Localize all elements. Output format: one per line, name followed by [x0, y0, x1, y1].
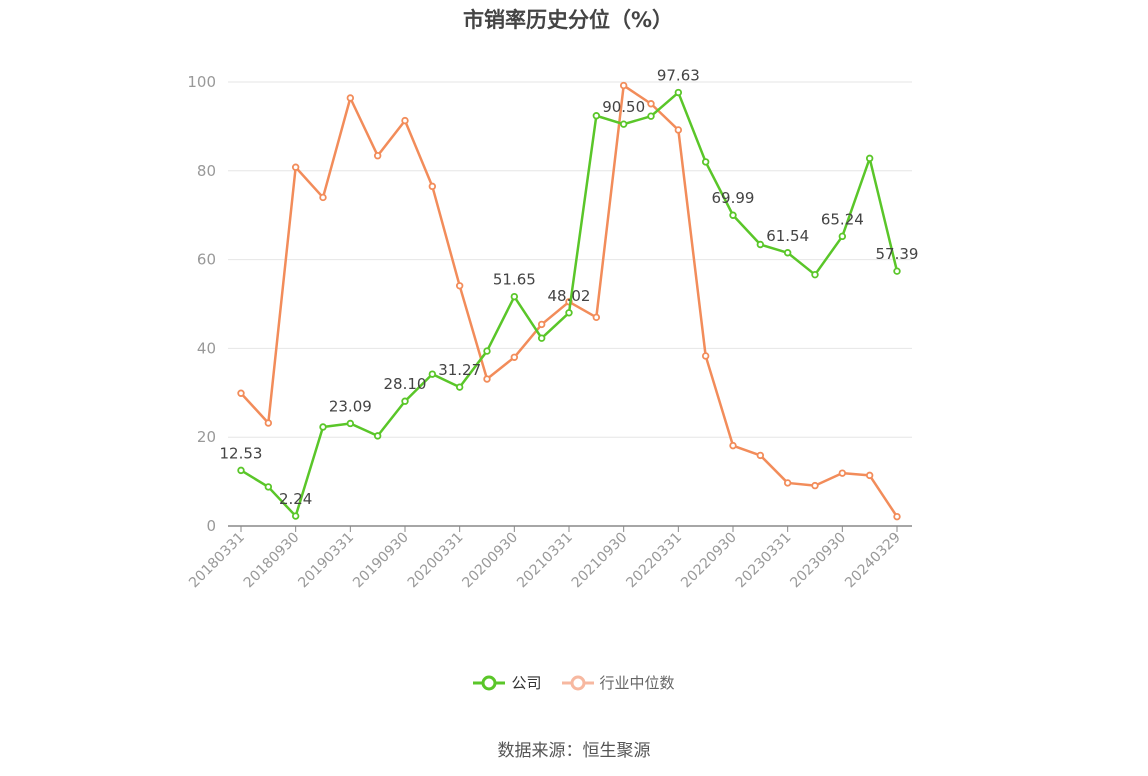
company-point [838, 232, 847, 241]
x-tick-label: 20230930 [787, 530, 849, 592]
company-point [647, 112, 655, 120]
x-tick-label: 20220331 [623, 530, 685, 592]
data-label: 48.02 [548, 287, 591, 305]
legend-industry-icon [561, 675, 594, 690]
y-tick-label: 20 [197, 428, 216, 446]
y-tick-label: 80 [197, 162, 216, 180]
industry-point [428, 182, 437, 191]
x-tick-label: 20190331 [295, 530, 357, 592]
x-tick-label: 20200930 [459, 530, 521, 592]
industry-point [838, 469, 847, 477]
line-chart: 0 20 40 60 80 100 2018033120180930201903312019… [186, 67, 919, 592]
industry-point [783, 479, 792, 487]
company-point [783, 249, 792, 257]
data-label: 90.50 [602, 98, 645, 116]
x-tick-label: 20180930 [241, 530, 303, 592]
x-tick-label: 20210930 [569, 530, 631, 592]
industry-point [264, 419, 273, 427]
y-tick-label: 60 [197, 251, 216, 269]
x-tick-label: 20220930 [678, 530, 740, 592]
industry-point [701, 352, 710, 360]
data-labels: 12.53 2.24 23.09 28.10 31.27 51.65 48.02 90.50 9… [220, 67, 919, 509]
industry-point [647, 100, 655, 108]
industry-point [346, 94, 355, 102]
company-point [729, 211, 737, 219]
series [237, 81, 901, 521]
data-label: 31.27 [438, 361, 481, 379]
company-point [893, 267, 901, 275]
industry-point [893, 512, 901, 521]
company-point [811, 270, 819, 279]
data-label: 12.53 [220, 444, 263, 462]
industry-point [483, 375, 491, 383]
industry-point [865, 471, 874, 480]
industry-point [729, 441, 737, 450]
x-tick-label: 20180331 [186, 530, 248, 592]
company-point [319, 423, 327, 431]
y-tick-label: 40 [197, 339, 216, 357]
company-point [483, 347, 491, 355]
industry-point [756, 451, 765, 460]
industry-point [401, 116, 409, 125]
x-tick-label: 20210331 [514, 530, 576, 592]
data-label: 28.10 [384, 375, 427, 393]
data-label: 61.54 [766, 227, 809, 245]
y-tick-label: 100 [187, 73, 216, 91]
data-label: 51.65 [493, 271, 536, 289]
legend: 公司 行业中位数 [0, 672, 1148, 693]
industry-point [237, 389, 245, 397]
x-tick-label: 20190930 [350, 530, 412, 592]
company-point [291, 512, 300, 520]
industry-point [674, 126, 683, 134]
company-point [373, 432, 382, 440]
company-point [510, 292, 519, 301]
data-label: 2.24 [279, 490, 312, 508]
industry-point [455, 282, 464, 290]
data-label: 65.24 [821, 210, 864, 228]
company-point [237, 466, 245, 475]
company-point [701, 158, 710, 166]
company-point [565, 309, 573, 317]
industry-point [811, 481, 819, 490]
legend-item-industry[interactable]: 行业中位数 [561, 672, 675, 693]
company-point [264, 483, 273, 491]
company-point [428, 370, 437, 378]
industry-point [592, 313, 601, 322]
company-point [619, 120, 628, 128]
company-point [756, 240, 765, 249]
company-point [865, 154, 874, 163]
grid-lines [228, 81, 912, 438]
legend-label-company: 公司 [511, 674, 542, 692]
industry-point [619, 81, 628, 90]
company-point [537, 334, 546, 342]
legend-item-company[interactable]: 公司 [473, 672, 542, 693]
legend-label-industry: 行业中位数 [599, 674, 675, 692]
data-label: 69.99 [712, 189, 755, 207]
data-source: 数据来源：恒生聚源 [497, 741, 651, 761]
company-point [592, 112, 601, 120]
industry-point [510, 353, 519, 361]
x-tick-label: 20240329 [842, 530, 904, 592]
industry-point [319, 193, 327, 202]
chart-title: 市销率历史分位（%） [462, 8, 674, 32]
x-tick-label: 20230331 [733, 530, 795, 592]
company-point [674, 88, 683, 97]
x-tick-label: 20200331 [405, 530, 467, 592]
y-tick-label: 0 [206, 517, 216, 535]
data-label: 57.39 [876, 245, 919, 263]
legend-company-icon [473, 675, 506, 690]
data-label: 97.63 [657, 67, 700, 85]
data-label: 23.09 [329, 397, 372, 415]
industry-point [537, 320, 546, 329]
company-point [401, 397, 409, 405]
company-point [455, 383, 464, 391]
company-point [346, 419, 355, 428]
industry-point [291, 163, 300, 171]
industry-point [373, 152, 382, 160]
